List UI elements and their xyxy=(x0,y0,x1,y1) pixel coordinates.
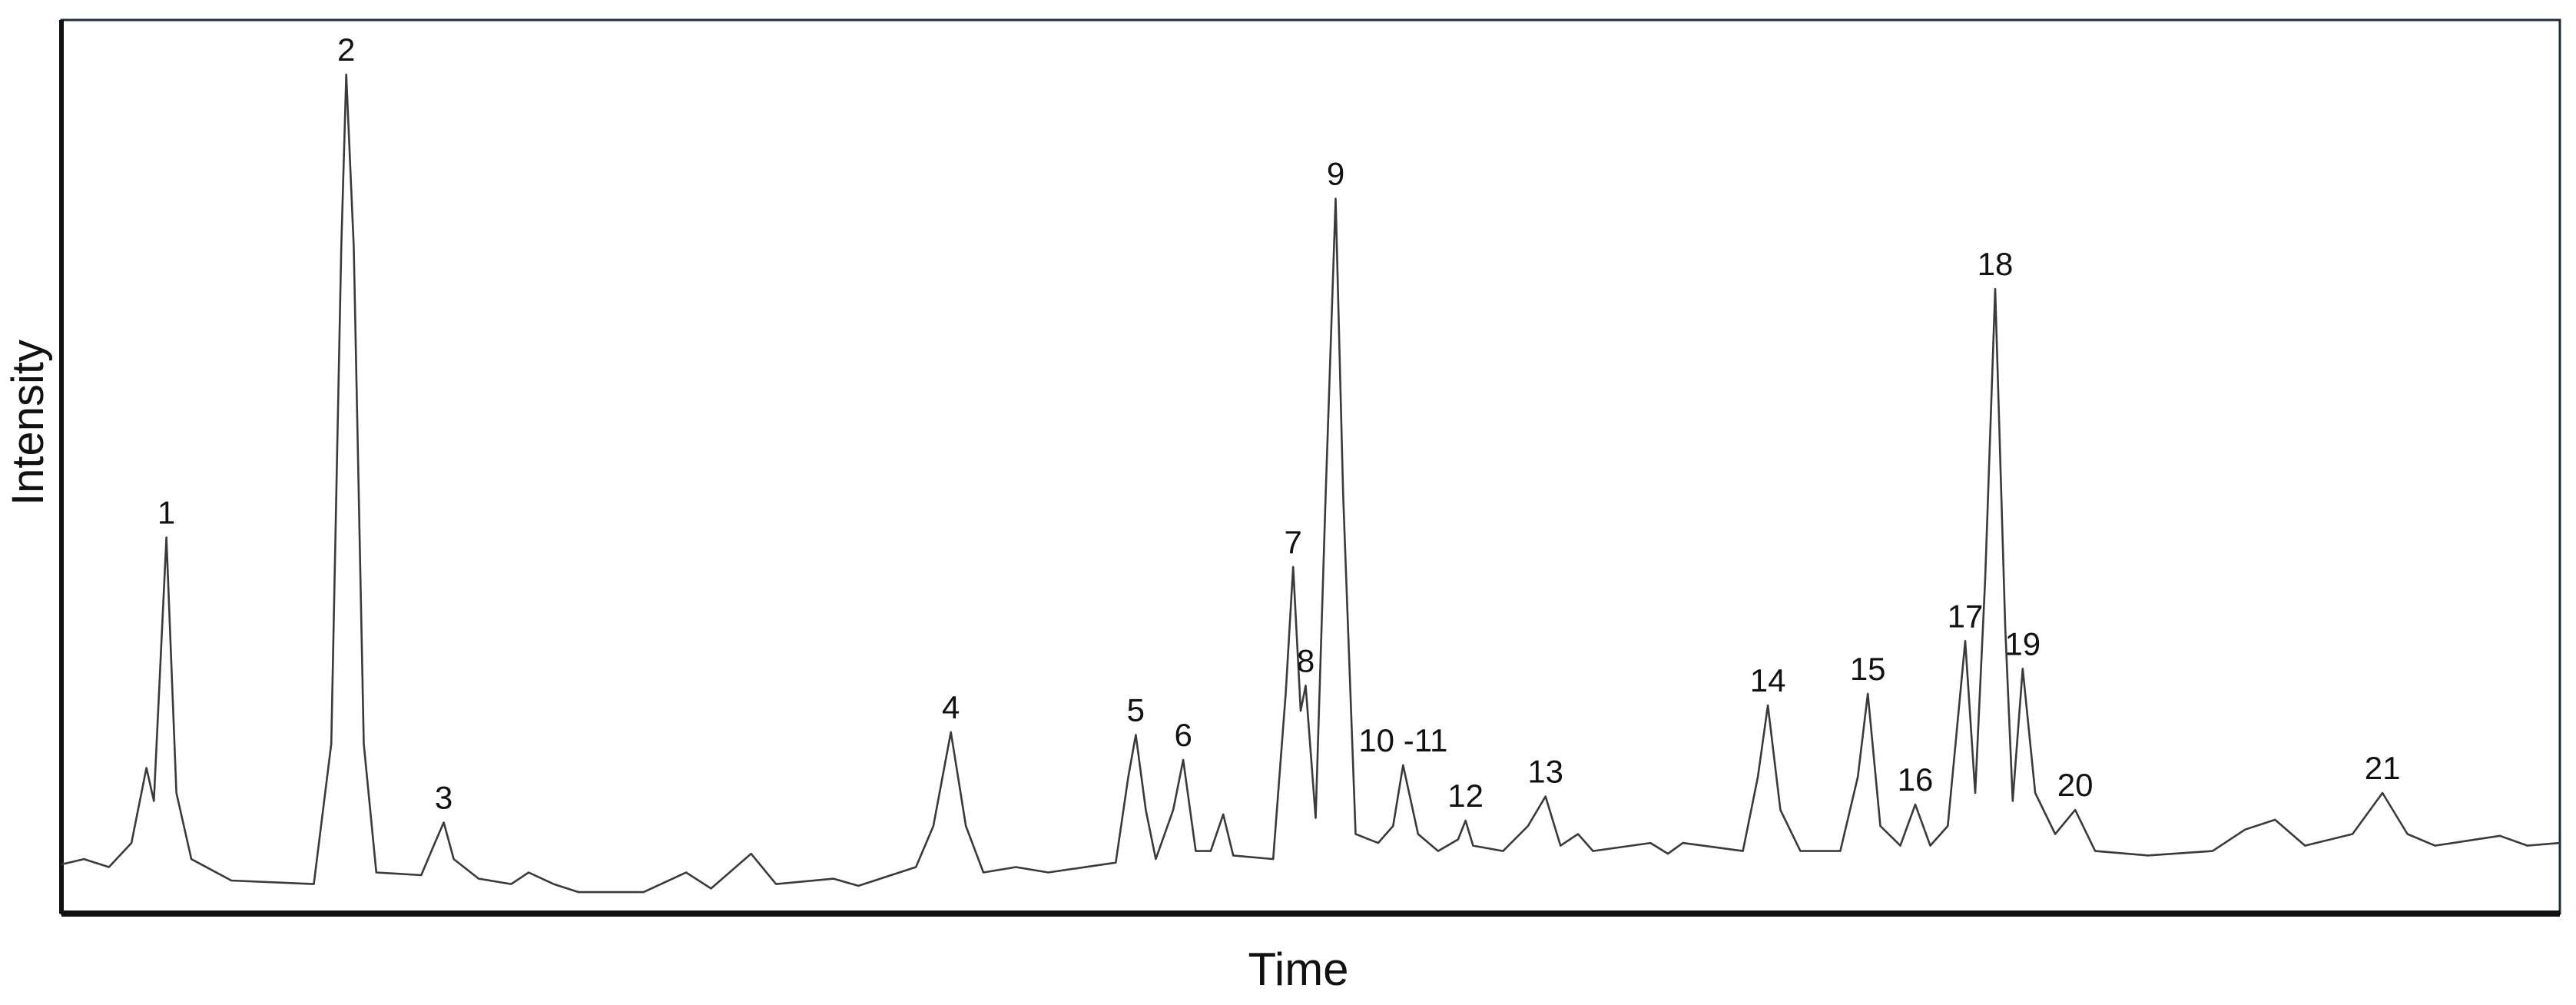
peak-label: 15 xyxy=(1850,651,1886,687)
peak-label: 19 xyxy=(2004,625,2041,662)
peak-label: 17 xyxy=(1948,598,1984,634)
peak-label: 7 xyxy=(1285,524,1302,560)
peak-label: 12 xyxy=(1447,778,1484,814)
peak-label: 13 xyxy=(1527,754,1563,790)
peak-label: 20 xyxy=(2057,767,2094,803)
peak-label: 8 xyxy=(1297,642,1315,678)
peak-label: 18 xyxy=(1978,246,2014,282)
trace-line xyxy=(61,73,2561,894)
peak-label: 3 xyxy=(435,779,453,815)
peak-label: 1 xyxy=(157,494,175,530)
peak-label: 16 xyxy=(1898,761,1934,798)
peak-label: 21 xyxy=(2365,750,2401,786)
x-axis-label: Time xyxy=(1248,944,1348,995)
peak-label: 10 -11 xyxy=(1358,722,1447,758)
y-axis-label: Intensity xyxy=(3,340,53,506)
peak-label: 9 xyxy=(1327,156,1344,192)
peak-label: 2 xyxy=(337,32,355,68)
peak-label: 4 xyxy=(942,689,960,725)
peak-label: 14 xyxy=(1750,662,1786,698)
peak-label: 5 xyxy=(1127,692,1145,728)
peak-label: 6 xyxy=(1174,717,1192,753)
